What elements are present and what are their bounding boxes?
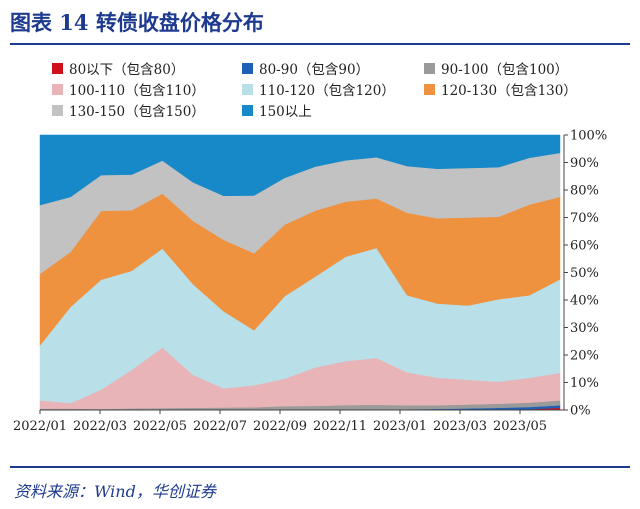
legend-swatch xyxy=(242,83,253,95)
legend-item: 130-150（包含150） xyxy=(52,100,205,120)
legend-swatch xyxy=(242,62,253,74)
legend-swatch xyxy=(52,83,63,95)
legend-label: 110-120（包含120） xyxy=(259,83,395,99)
stacked-area-chart: 0% 10% 20% 30% 40% 50% 60% 70% 80% 90% 100% 2022/01… xyxy=(13,129,607,435)
x-tick-label: 2022/05 xyxy=(133,419,187,434)
legend-item: 150以上 xyxy=(242,100,312,120)
y-tick-label: 80% xyxy=(570,184,599,199)
y-tick-label: 20% xyxy=(570,349,599,364)
y-tick-label: 40% xyxy=(570,294,599,309)
y-tick-label: 60% xyxy=(570,239,599,254)
x-tick-label: 2022/03 xyxy=(73,419,127,434)
y-tick-label: 0% xyxy=(570,404,591,419)
legend-swatch xyxy=(424,83,435,95)
legend-label: 80-90（包含90） xyxy=(259,62,370,78)
x-tick-label: 2023/01 xyxy=(373,419,427,434)
legend-swatch xyxy=(424,62,435,74)
x-tick-label: 2022/01 xyxy=(13,419,67,434)
source-note: 资料来源：Wind，华创证券 xyxy=(14,482,216,501)
x-tick-label: 2022/07 xyxy=(193,419,247,434)
y-tick-label: 30% xyxy=(570,321,599,336)
y-tick-label: 100% xyxy=(570,129,607,144)
y-tick-label: 90% xyxy=(570,156,599,171)
x-tick-label: 2023/05 xyxy=(493,419,547,434)
legend-item: 80-90（包含90） xyxy=(242,58,369,78)
area-series xyxy=(39,134,561,206)
y-tick-label: 70% xyxy=(570,211,599,226)
x-tick-label: 2022/09 xyxy=(253,419,307,434)
legend-item: 120-130（包含130） xyxy=(424,79,577,99)
y-tick-label: 50% xyxy=(570,266,599,281)
title-rule xyxy=(10,43,630,45)
legend-item: 90-100（包含100） xyxy=(424,58,568,78)
legend-label: 120-130（包含130） xyxy=(441,83,577,99)
x-tick-label: 2023/03 xyxy=(433,419,487,434)
legend-swatch xyxy=(52,104,63,116)
source-rule xyxy=(10,466,630,468)
legend-label: 90-100（包含100） xyxy=(441,62,569,78)
legend-label: 150以上 xyxy=(259,104,312,120)
y-tick-label: 10% xyxy=(570,376,599,391)
legend-item: 80以下（包含80） xyxy=(52,58,184,78)
legend-label: 100-110（包含110） xyxy=(69,83,205,99)
legend-item: 110-120（包含120） xyxy=(242,79,395,99)
x-tick-label: 2022/11 xyxy=(313,419,367,434)
legend-swatch xyxy=(52,62,63,74)
legend-label: 130-150（包含150） xyxy=(69,104,205,120)
legend-item: 100-110（包含110） xyxy=(52,79,205,99)
legend-swatch xyxy=(242,104,253,116)
legend-label: 80以下（包含80） xyxy=(69,62,185,78)
chart-title: 图表 14 转债收盘价格分布 xyxy=(10,10,264,35)
